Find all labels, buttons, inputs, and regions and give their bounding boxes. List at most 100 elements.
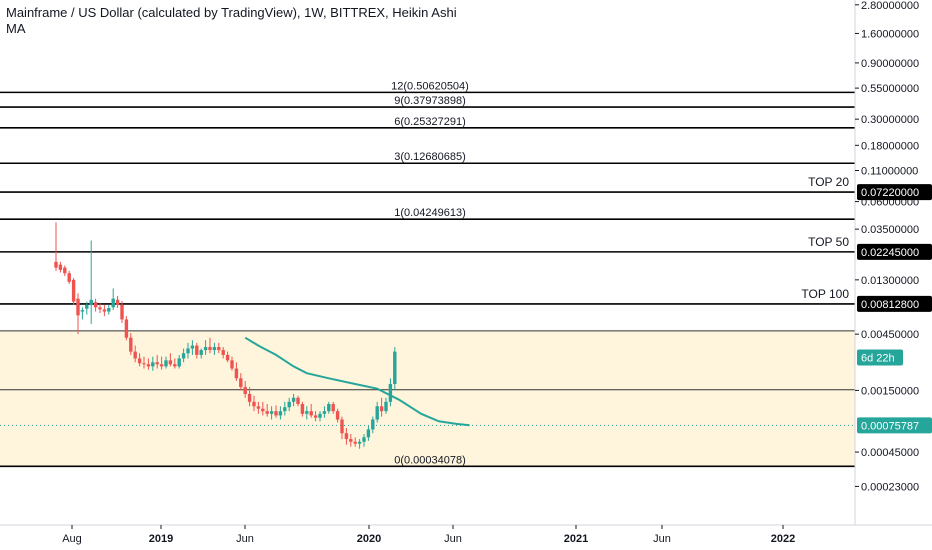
candle-body (362, 437, 366, 442)
candle-body (366, 429, 371, 438)
y-tick-label: 0.00045000 (861, 447, 919, 459)
candle-body (291, 397, 296, 402)
y-tick-label: 0.03500000 (861, 224, 919, 236)
level-lines-layer (0, 91, 855, 468)
candle-body (80, 310, 85, 312)
ma-indicator-label[interactable]: MA (6, 21, 26, 36)
target-label: TOP 20 (808, 175, 849, 189)
accumulation-zone-layer (0, 330, 855, 467)
x-tick-label: 2021 (564, 533, 588, 545)
candle-body (357, 441, 362, 444)
fib-level-label: 9(0.37973898) (394, 95, 466, 107)
candle-body (375, 406, 379, 420)
candle-body (181, 353, 186, 359)
candle-body (168, 360, 173, 365)
candle-body (353, 441, 357, 444)
candle-body (190, 345, 195, 349)
candle-body (212, 347, 217, 351)
candle-body (142, 363, 146, 365)
candle-body (239, 378, 243, 388)
fib-level-label: 12(0.50620504) (391, 80, 469, 92)
countdown-tag (857, 349, 903, 366)
candle-body (256, 406, 261, 409)
candle-body (225, 354, 230, 361)
candle-body (349, 439, 353, 442)
candle-body (318, 413, 322, 418)
y-tick-label: 0.00023000 (861, 481, 919, 493)
candle-body (63, 267, 67, 274)
candle-body (322, 411, 327, 414)
candle-body (159, 364, 164, 367)
candle-body (89, 299, 93, 305)
candle-body (287, 401, 291, 408)
candle-body (265, 411, 269, 414)
candle-body (296, 397, 300, 405)
target-price-tag (857, 295, 932, 312)
candle-body (146, 364, 151, 367)
last-price-tag (857, 417, 932, 434)
symbol-title[interactable]: Mainframe / US Dollar (calculated by Tra… (6, 5, 457, 20)
y-tick-label: 0.00150000 (861, 385, 919, 397)
zone-rect (0, 330, 855, 467)
fib-level-label: 6(0.25327291) (394, 116, 466, 128)
candle-body (274, 411, 278, 416)
y-tick-label: 0.30000000 (861, 114, 919, 126)
target-label: TOP 100 (801, 287, 849, 301)
candle-body (195, 345, 199, 355)
x-tick-label: Jun (653, 533, 671, 545)
candle-body (230, 360, 234, 369)
candle-body (67, 273, 71, 282)
candle-body (177, 358, 181, 367)
candles-layer[interactable] (54, 222, 397, 449)
candle-body (252, 401, 256, 407)
x-tick-label: 2019 (149, 533, 173, 545)
candle-body (269, 411, 274, 414)
x-tick-label: Jun (444, 533, 462, 545)
candle-body (93, 302, 98, 308)
candle-body (129, 337, 133, 352)
candle-body (393, 351, 397, 385)
y-tick-label: 0.90000000 (861, 58, 919, 70)
candle-body (313, 415, 318, 418)
candle-body (309, 411, 313, 416)
moving-average-layer (244, 336, 470, 427)
x-tick-label: 2020 (357, 533, 381, 545)
target-price-text: 0.00812800 (861, 299, 919, 311)
x-tick-label: 2022 (771, 533, 795, 545)
target-price-tag (857, 184, 932, 201)
candle-body (115, 299, 120, 305)
candle-body (371, 419, 375, 430)
candle-body (133, 351, 137, 359)
candle-body (58, 264, 63, 270)
target-price-tag (857, 243, 932, 260)
fib-level-label: 1(0.04249613) (394, 207, 466, 219)
candle-body (278, 411, 283, 416)
chart-legend: Mainframe / US Dollar (calculated by Tra… (6, 5, 457, 37)
countdown-text: 6d 22h (861, 353, 895, 365)
candle-body (102, 309, 107, 312)
candle-body (344, 433, 349, 440)
price-axis-bg (855, 0, 932, 550)
candle-body (340, 419, 344, 434)
y-tick-label: 2.80000000 (861, 0, 919, 12)
candle-body (305, 411, 309, 414)
candle-body (335, 411, 340, 420)
candle-body (331, 404, 335, 412)
candle-body (155, 362, 159, 365)
candle-body (173, 364, 177, 367)
candle-body (186, 348, 190, 354)
candle-body (261, 408, 265, 412)
candle-body (234, 368, 239, 379)
candle-body (76, 298, 80, 316)
candle-body (379, 406, 384, 412)
y-tick-label: 0.18000000 (861, 140, 919, 152)
candle-body (300, 404, 305, 414)
x-tick-label: Jun (236, 533, 254, 545)
candle-body (203, 347, 208, 351)
candle-body (283, 407, 287, 412)
candle-body (124, 319, 129, 338)
last-price-text: 0.00075787 (861, 420, 919, 432)
candle-body (107, 308, 111, 312)
